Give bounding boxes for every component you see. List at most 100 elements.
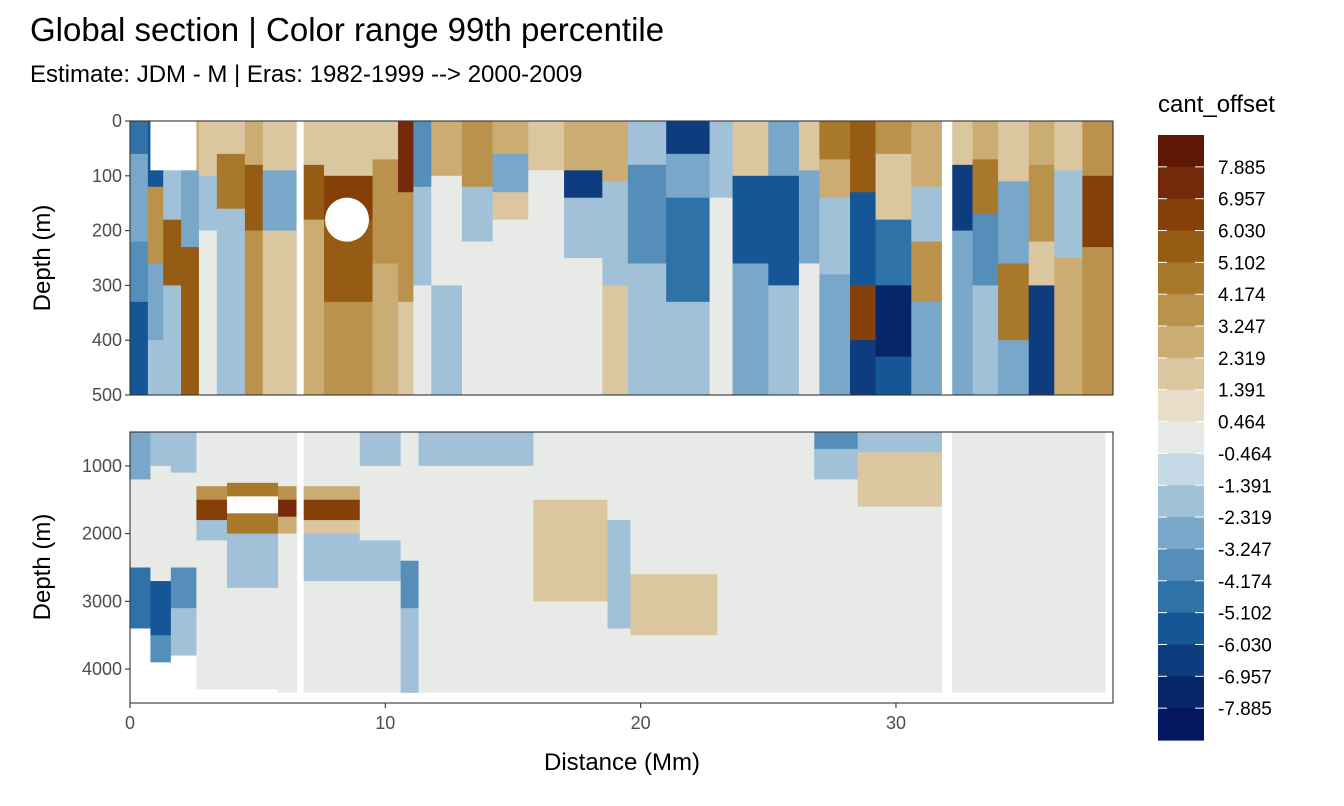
field-cell <box>227 432 279 484</box>
field-cell <box>244 230 264 395</box>
field-cell <box>492 192 529 221</box>
y-tick-label: 3000 <box>82 591 122 611</box>
field-cell <box>400 432 420 562</box>
color-legend: cant_offset 7.885 6.957 6.030 5.102 4.174 3.2… <box>1158 91 1275 741</box>
field-cell <box>278 516 297 535</box>
field-cell <box>262 170 297 232</box>
field-cell <box>130 567 151 629</box>
field-cell <box>150 465 172 582</box>
field-cell <box>147 263 164 341</box>
x-axis-title: Distance (Mm) <box>544 749 700 776</box>
field-cell <box>492 153 529 193</box>
field-cell <box>666 301 711 395</box>
legend-label: 0.464 <box>1218 413 1266 434</box>
field-cell <box>768 285 800 395</box>
chart-subtitle: Estimate: JDM - M | Eras: 1982-1999 --> … <box>30 61 583 88</box>
field-cell <box>819 159 851 199</box>
legend-label: -5.102 <box>1218 604 1272 625</box>
field-cell <box>163 164 182 221</box>
field-cell <box>216 121 246 155</box>
field-cell <box>768 175 800 286</box>
data-hole <box>150 121 197 171</box>
data-gap <box>941 121 953 395</box>
lower-panel-field <box>130 432 1113 703</box>
field-cell <box>732 175 769 264</box>
field-cell <box>850 121 877 193</box>
field-cell <box>602 181 629 286</box>
field-cell <box>262 121 297 171</box>
field-cell <box>875 219 912 286</box>
field-cell <box>666 197 711 303</box>
field-cell <box>666 121 711 155</box>
field-cell <box>227 513 279 535</box>
field-cell <box>278 499 297 518</box>
field-cell <box>413 186 432 286</box>
field-cell <box>303 533 361 582</box>
field-cell <box>303 164 325 221</box>
data-hole <box>1105 432 1113 703</box>
field-cell <box>227 496 279 514</box>
field-cell <box>196 499 228 521</box>
field-cell <box>602 121 629 182</box>
field-cell <box>1054 121 1083 171</box>
field-cell <box>398 192 414 303</box>
field-cell <box>196 520 228 541</box>
field-cell <box>170 472 197 568</box>
x-tick-label: 0 <box>125 713 135 733</box>
field-cell <box>303 121 325 166</box>
field-cell <box>227 533 279 548</box>
field-cell <box>130 121 149 155</box>
legend-swatch <box>1158 485 1204 518</box>
field-cell <box>170 432 197 474</box>
field-cell <box>875 153 912 221</box>
field-cell <box>163 285 182 395</box>
field-cell <box>359 581 402 703</box>
field-cell <box>359 465 402 541</box>
field-cell <box>972 159 999 215</box>
field-cell <box>413 285 432 395</box>
field-cell <box>461 186 494 243</box>
field-cell <box>400 608 420 703</box>
field-cell <box>461 241 494 395</box>
field-cell <box>431 121 463 177</box>
x-tick-label: 20 <box>631 713 651 733</box>
data-gap <box>297 121 304 395</box>
field-cell <box>814 432 859 450</box>
field-cell <box>244 164 264 232</box>
legend-swatch <box>1158 294 1204 327</box>
y-tick-label: 2000 <box>82 524 122 544</box>
field-cell <box>170 567 197 609</box>
field-cell <box>952 121 974 166</box>
field-cell <box>216 153 246 210</box>
field-cell <box>324 121 374 177</box>
field-cell <box>717 432 815 703</box>
legend-swatch <box>1158 708 1204 741</box>
field-cell <box>431 175 463 286</box>
field-cell <box>814 479 859 703</box>
field-cell <box>198 121 218 177</box>
field-cell <box>372 263 399 395</box>
y-tick-label: 1000 <box>82 456 122 476</box>
field-cell <box>875 121 912 155</box>
field-cell <box>857 452 943 508</box>
legend-label: 6.957 <box>1218 190 1266 211</box>
field-cell <box>262 230 297 395</box>
field-cell <box>431 285 463 395</box>
field-cell <box>303 581 361 703</box>
x-tick-label: 30 <box>886 713 906 733</box>
field-cell <box>1082 175 1113 248</box>
field-cell <box>1054 258 1083 395</box>
field-cell <box>198 230 218 395</box>
field-cell <box>875 285 912 358</box>
field-cell <box>196 432 228 487</box>
field-cell <box>492 121 529 155</box>
y-tick-label: 0 <box>112 111 122 131</box>
legend-label: -6.957 <box>1218 667 1272 688</box>
upper-panel-field <box>130 121 1113 395</box>
y-tick-label: 500 <box>92 385 122 405</box>
field-cell <box>819 197 851 275</box>
field-cell <box>998 121 1030 182</box>
field-cell <box>850 285 877 341</box>
field-cell <box>278 432 297 487</box>
field-cell <box>130 301 149 395</box>
